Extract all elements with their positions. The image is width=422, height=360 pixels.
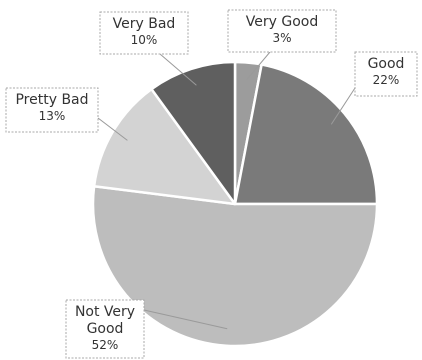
leader-line: [97, 117, 128, 141]
slice-percent: 13%: [39, 109, 66, 123]
label-box: [354, 51, 418, 97]
label-box: [5, 87, 99, 133]
slice-label-text: Very Bad: [113, 16, 176, 32]
slice-label-text: Very Good: [246, 14, 318, 30]
leader-line: [143, 309, 228, 330]
slice-percent: 10%: [131, 33, 158, 47]
pie-slice-not-very-good: [91, 184, 379, 348]
label-box: [65, 299, 145, 359]
pie-slice-pretty-bad: [92, 87, 237, 206]
pie-slice-good: [233, 63, 379, 206]
slice-percent: 22%: [373, 73, 400, 87]
label-box: [99, 11, 189, 55]
pie-slice-very-bad: [150, 60, 237, 206]
slice-label-text: Pretty Bad: [15, 92, 88, 108]
leader-line: [246, 51, 271, 80]
slice-percent: 52%: [92, 338, 119, 352]
slice-label-text: Good: [87, 321, 124, 337]
leader-line: [330, 87, 356, 125]
label-box: [227, 9, 337, 53]
slice-label-text: Good: [368, 56, 405, 72]
leader-line: [159, 53, 197, 86]
slice-label-text: Not Very: [75, 304, 135, 320]
slice-percent: 3%: [272, 31, 291, 45]
